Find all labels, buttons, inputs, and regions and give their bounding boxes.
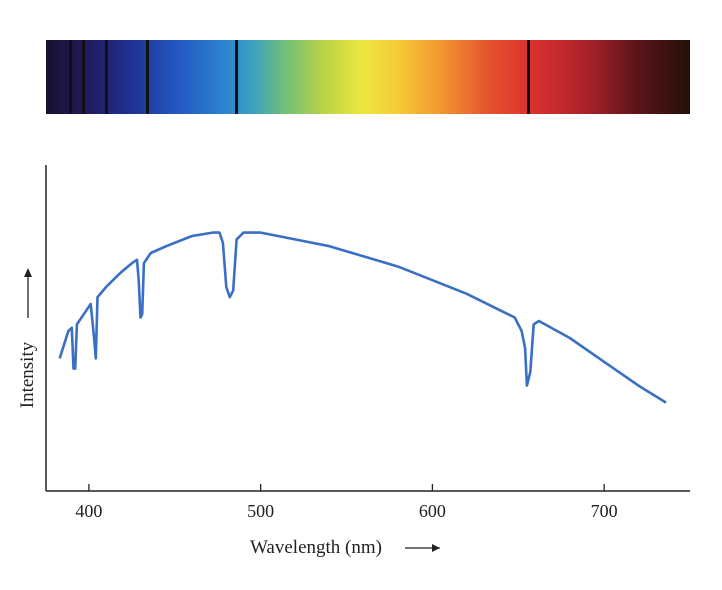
series-group: [58, 231, 667, 404]
x-tick-label: 600: [419, 501, 446, 521]
absorption-line: [104, 40, 108, 114]
absorption-line: [82, 40, 86, 114]
x-axis-arrow: [405, 544, 440, 552]
axes: [45, 165, 690, 492]
x-tick-label: 400: [75, 501, 102, 521]
absorption-line: [68, 40, 72, 114]
y-axis-label: Intensity: [17, 341, 38, 408]
absorption-line: [235, 40, 239, 114]
x-ticks: 400 500 600 700: [75, 484, 618, 521]
spectrum-strip: [46, 40, 690, 114]
y-axis-arrow: [24, 268, 32, 318]
x-axis-label: Wavelength (nm): [250, 537, 382, 558]
absorption-line: [527, 40, 531, 114]
x-tick-label: 700: [591, 501, 618, 521]
x-tick-label: 500: [247, 501, 274, 521]
absorption-line: [145, 40, 149, 114]
intensity-series-line: [58, 231, 667, 404]
